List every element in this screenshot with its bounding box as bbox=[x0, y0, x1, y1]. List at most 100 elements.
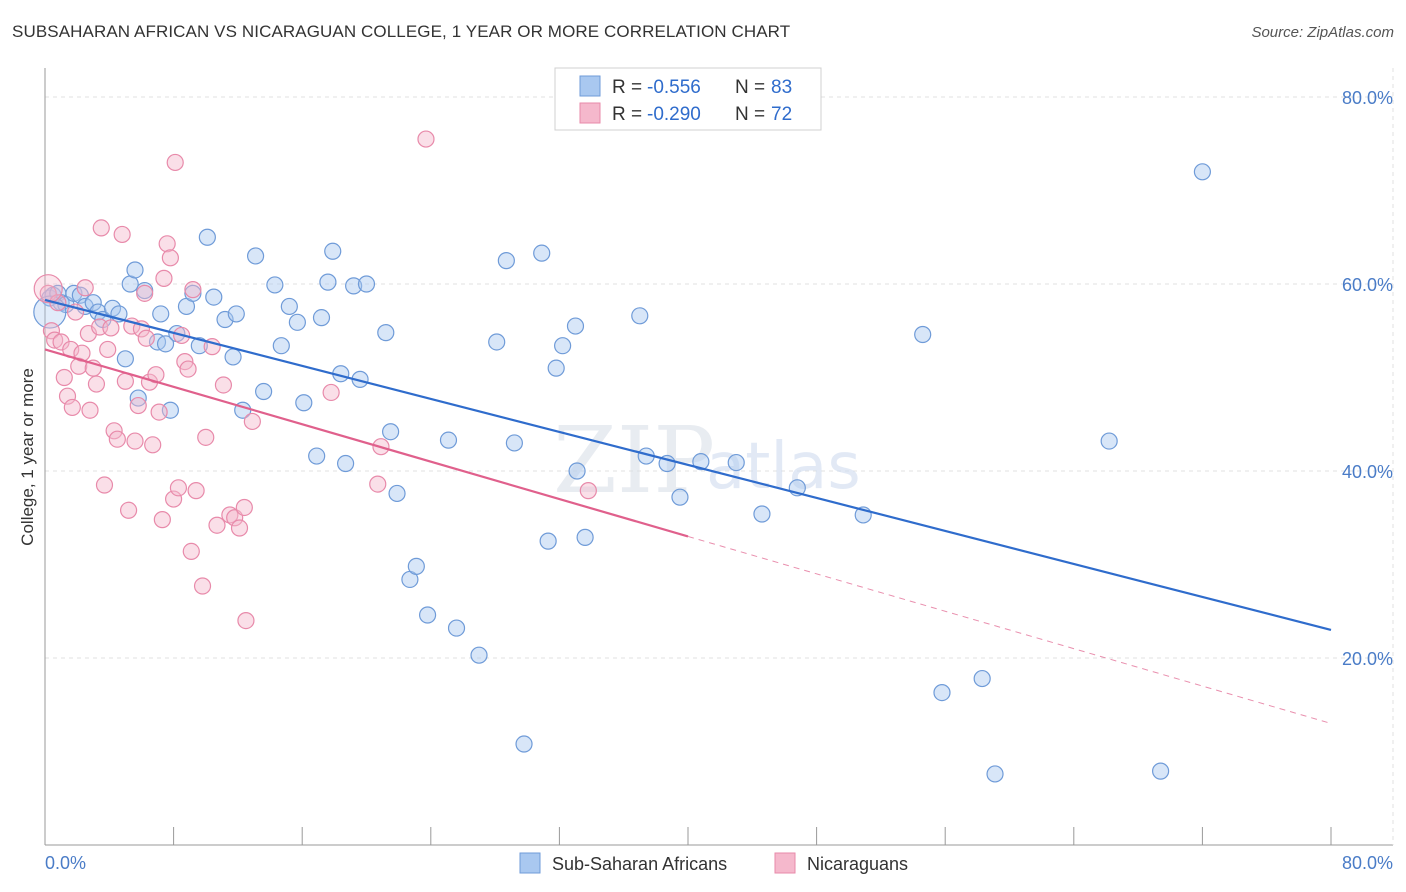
sub-saharan-point bbox=[198, 228, 216, 246]
sub-saharan-point bbox=[488, 333, 506, 351]
gridlines bbox=[45, 96, 1393, 659]
sub-saharan-point bbox=[324, 242, 342, 260]
legend-r-value-1: -0.556 bbox=[647, 77, 701, 98]
watermark-zip: ZIP bbox=[553, 407, 715, 514]
sub-saharan-point bbox=[308, 447, 326, 465]
sub-saharan-point bbox=[515, 735, 533, 753]
nicaraguan-point bbox=[102, 319, 120, 337]
sub-saharan-point bbox=[377, 324, 395, 342]
sub-saharan-point bbox=[382, 423, 400, 441]
nicaraguan-point bbox=[155, 269, 173, 287]
trend-line-nicaraguan-extension bbox=[687, 535, 1332, 724]
nicaraguan-point bbox=[144, 436, 162, 454]
sub-saharan-point bbox=[190, 337, 208, 355]
legend-r-value-2: -0.290 bbox=[647, 104, 701, 125]
legend-swatch-nicaraguan bbox=[774, 852, 796, 874]
nicaraguan-point bbox=[81, 401, 99, 419]
sub-saharan-point bbox=[227, 305, 245, 323]
sub-saharan-point bbox=[986, 765, 1004, 783]
nicaraguan-point bbox=[108, 430, 126, 448]
nicaraguan-point bbox=[76, 279, 94, 297]
sub-saharan-point bbox=[319, 273, 337, 291]
legend-n-value-1: 83 bbox=[771, 77, 792, 98]
nicaraguan-point bbox=[182, 542, 200, 561]
legend-swatch-blue bbox=[579, 75, 601, 97]
nicaraguan-point bbox=[150, 403, 168, 421]
sub-saharan-point bbox=[255, 382, 273, 401]
sub-saharan-point bbox=[547, 359, 565, 377]
nicaraguan-point bbox=[46, 331, 64, 349]
legend-n-value-2: 72 bbox=[771, 104, 792, 125]
legend-swatch-pink bbox=[579, 102, 601, 124]
sub-saharan-point bbox=[470, 646, 488, 664]
x-tick-label: 0.0% bbox=[45, 853, 86, 873]
correlation-legend: R = -0.556 N = 83 R = -0.290 N = 72 bbox=[554, 67, 822, 131]
nicaraguan-point bbox=[169, 479, 188, 497]
sub-saharan-point bbox=[407, 557, 425, 575]
sub-saharan-point bbox=[345, 277, 363, 295]
sub-saharan-point bbox=[156, 335, 175, 353]
nicaraguan-point bbox=[55, 368, 73, 387]
nicaraguan-point bbox=[153, 511, 171, 529]
sub-saharan-point bbox=[224, 348, 242, 366]
nicaraguan-point bbox=[87, 375, 106, 393]
nicaraguan-point bbox=[193, 577, 212, 595]
sub-saharan-point bbox=[753, 505, 771, 523]
nicaraguan-point bbox=[129, 396, 147, 415]
nicaraguan-point bbox=[136, 284, 154, 302]
nicaraguan-point bbox=[184, 281, 202, 299]
sub-saharan-point bbox=[727, 453, 745, 472]
x-tick-label: 80.0% bbox=[1342, 853, 1393, 873]
nicaraguan-point bbox=[158, 235, 176, 253]
sub-saharan-point bbox=[973, 669, 991, 688]
sub-saharan-point bbox=[357, 275, 376, 293]
sub-saharan-point bbox=[388, 484, 406, 503]
legend-r-label-1: R = bbox=[612, 77, 642, 98]
sub-saharan-point bbox=[116, 350, 134, 368]
sub-saharan-point bbox=[126, 261, 144, 279]
nicaraguan-point bbox=[197, 428, 215, 446]
sub-saharan-point bbox=[152, 305, 170, 323]
chart-title: SUBSAHARAN AFRICAN VS NICARAGUAN COLLEGE… bbox=[12, 22, 791, 41]
sub-saharan-point bbox=[554, 337, 572, 355]
sub-saharan-point bbox=[447, 619, 466, 637]
nicaraguan-point bbox=[92, 219, 110, 237]
nicaraguan-point bbox=[126, 432, 144, 450]
nicaraguan-point bbox=[369, 475, 387, 493]
sub-saharan-point bbox=[576, 528, 594, 546]
sub-saharan-point bbox=[1100, 432, 1118, 450]
sub-saharan-point bbox=[272, 337, 290, 355]
nicaraguan-point bbox=[221, 506, 239, 524]
nicaraguan-point bbox=[95, 476, 114, 494]
x-tick-labels: 0.0% 80.0% bbox=[45, 853, 1393, 873]
nicaraguan-point bbox=[137, 329, 155, 347]
chart-source: Source: ZipAtlas.com bbox=[1251, 24, 1394, 41]
watermark-atlas: atlas bbox=[706, 430, 861, 504]
nicaraguan-point bbox=[179, 360, 197, 378]
sub-saharan-point bbox=[418, 606, 437, 624]
sub-saharan-point bbox=[280, 297, 298, 316]
nicaraguan-point bbox=[116, 372, 134, 390]
nicaraguan-point bbox=[417, 130, 435, 148]
trend-line-nicaraguan bbox=[44, 348, 689, 538]
trend-lines bbox=[44, 298, 1332, 724]
sub-saharan-point bbox=[631, 307, 649, 325]
sub-saharan-point bbox=[568, 462, 586, 480]
nicaraguan-point bbox=[214, 376, 233, 394]
legend-swatch-sub-saharan bbox=[519, 852, 541, 874]
sub-saharan-point bbox=[914, 325, 932, 344]
legend-n-label-1: N = bbox=[735, 77, 765, 98]
sub-saharan-point bbox=[1152, 762, 1170, 780]
series-legend: Sub-Saharan Africans Nicaraguans bbox=[519, 852, 908, 874]
nicaraguan-point bbox=[33, 274, 63, 304]
sub-saharan-point bbox=[539, 532, 557, 550]
y-tick-label: 60.0% bbox=[1342, 275, 1393, 295]
nicaraguan-point bbox=[208, 516, 226, 534]
sub-saharan-point bbox=[566, 317, 585, 335]
sub-saharan-point bbox=[266, 276, 284, 294]
legend-label-sub-saharan: Sub-Saharan Africans bbox=[552, 854, 727, 874]
sub-saharan-point bbox=[246, 247, 265, 265]
series-nicaraguan-points bbox=[33, 130, 597, 630]
sub-saharan-point bbox=[505, 434, 523, 452]
